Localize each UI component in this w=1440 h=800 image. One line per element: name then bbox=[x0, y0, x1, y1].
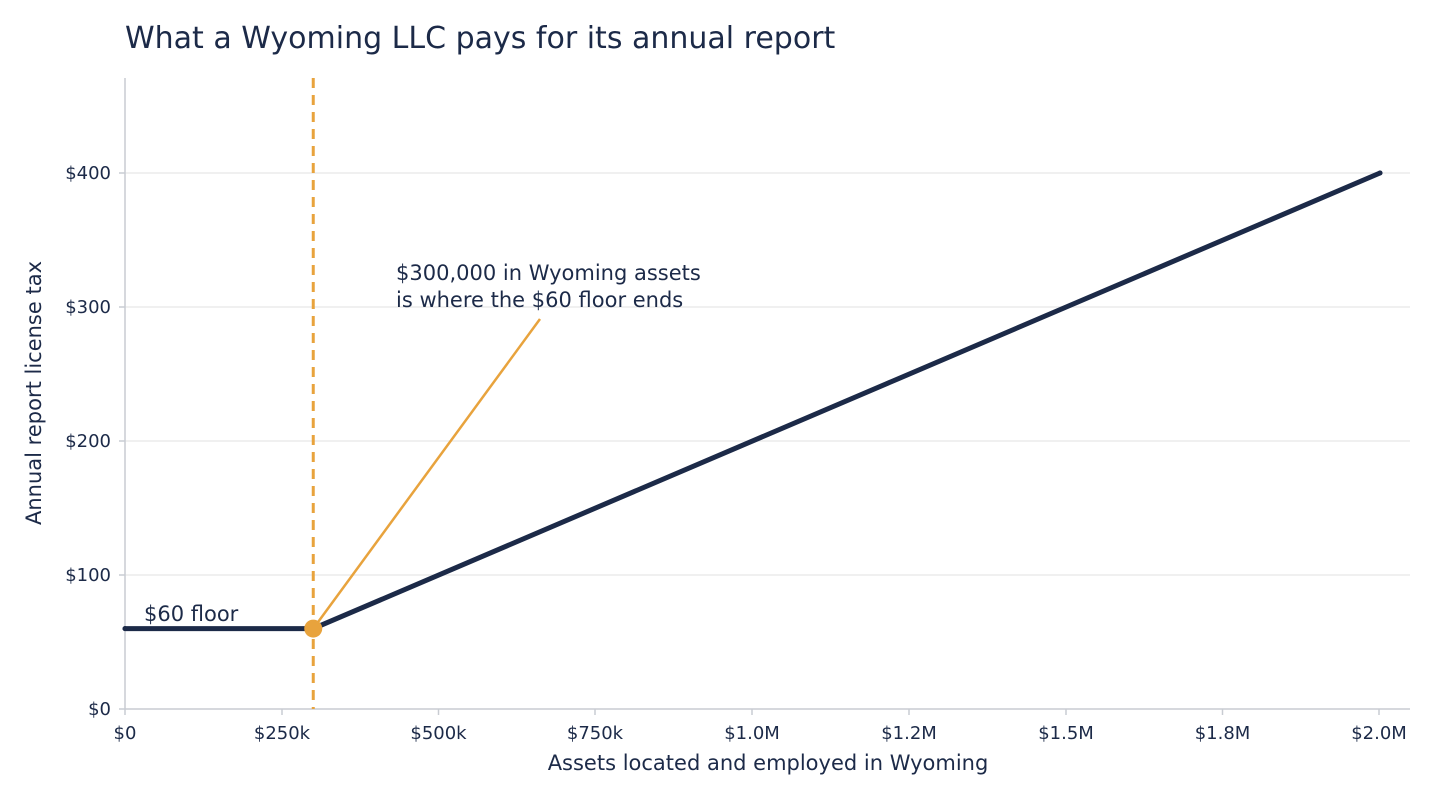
chart-title: What a Wyoming LLC pays for its annual r… bbox=[125, 21, 836, 56]
y-axis-title: Annual report license tax bbox=[22, 261, 46, 525]
annotation-line: is where the $60 floor ends bbox=[396, 288, 683, 312]
x-tick-label: $1.0M bbox=[724, 723, 780, 744]
y-axis-ticks: $0 $100 $200 $300 $400 bbox=[65, 163, 125, 720]
series-points bbox=[122, 170, 1383, 632]
x-tick-label: $1.5M bbox=[1038, 723, 1094, 744]
grid-lines bbox=[125, 172, 1410, 576]
threshold-marker bbox=[304, 619, 323, 638]
x-axis-title: Assets located and employed in Wyoming bbox=[548, 751, 989, 775]
x-tick-label: $1.8M bbox=[1195, 723, 1251, 744]
series-point-0 bbox=[122, 626, 128, 632]
series-point-2 bbox=[1377, 170, 1383, 176]
callout-leader-line bbox=[312, 318, 542, 630]
x-axis-ticks: $0 $250k $500k $750k $1.0M $1.2M $1.5M $1.8M $2.… bbox=[114, 709, 1407, 744]
x-tick-label: $2.0M bbox=[1351, 723, 1407, 744]
x-tick-label: $1.2M bbox=[881, 723, 937, 744]
x-tick-label: $0 bbox=[114, 723, 137, 744]
annotations: $300,000 in Wyoming assets is where the $… bbox=[144, 261, 701, 626]
y-tick-label: $100 bbox=[65, 565, 111, 586]
threshold-callout: $300,000 in Wyoming assets is where the $… bbox=[396, 261, 701, 312]
x-tick-label: $750k bbox=[567, 723, 624, 744]
x-tick-label: $250k bbox=[254, 723, 311, 744]
y-tick-label: $300 bbox=[65, 297, 111, 318]
floor-label: $60 floor bbox=[144, 602, 239, 626]
y-tick-label: $400 bbox=[65, 163, 111, 184]
annotation-line: $60 floor bbox=[144, 602, 239, 626]
y-tick-label: $0 bbox=[88, 699, 111, 720]
y-tick-label: $200 bbox=[65, 431, 111, 452]
x-tick-label: $500k bbox=[410, 723, 467, 744]
annotation-line: $300,000 in Wyoming assets bbox=[396, 261, 701, 285]
